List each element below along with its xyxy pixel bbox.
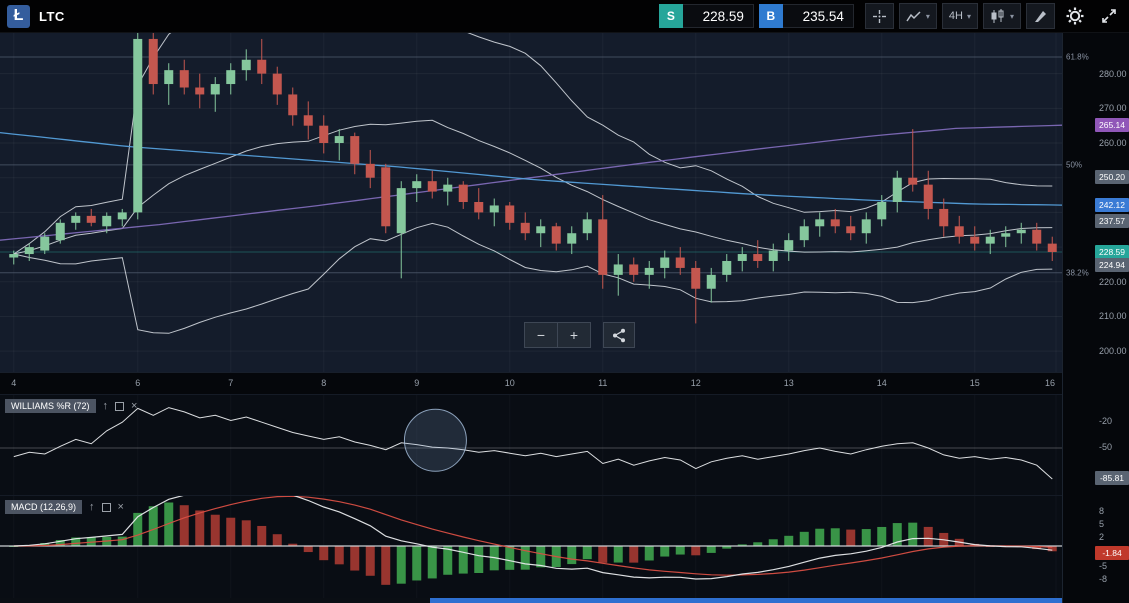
- sell-price-button[interactable]: S 228.59: [658, 4, 754, 28]
- time-tick: 9: [414, 378, 420, 388]
- time-tick: 13: [783, 378, 794, 388]
- macd-axis-tick: 5: [1099, 519, 1105, 529]
- draw-tools-button[interactable]: [1026, 3, 1055, 29]
- fullscreen-button[interactable]: [1095, 4, 1123, 28]
- chevron-down-icon: ▾: [1009, 11, 1014, 21]
- chart-style-dropdown[interactable]: ▾: [898, 3, 937, 29]
- price-tick: 280.00: [1099, 68, 1127, 79]
- maximize-icon[interactable]: [101, 502, 111, 512]
- fib-level-label: 61.8%: [1066, 52, 1089, 62]
- price-badge: 242.12: [1095, 198, 1129, 213]
- time-axis[interactable]: 4 6 7 8 9 10 11 12 13 14 15 16: [0, 372, 1062, 395]
- time-tick: 4: [11, 378, 17, 388]
- close-icon[interactable]: ×: [117, 500, 124, 513]
- time-tick: 16: [1044, 378, 1056, 388]
- price-badge: 250.20: [1095, 170, 1129, 185]
- price-axis[interactable]: 280.00 270.00 260.00 220.00 210.00 200.00 61.8…: [1062, 32, 1129, 603]
- brush-icon: [1035, 10, 1046, 22]
- zoom-controls: − +: [524, 322, 635, 348]
- macd-axis-tick: -5: [1099, 561, 1108, 571]
- time-tick: 10: [504, 378, 515, 388]
- price-tick: 200.00: [1099, 346, 1127, 357]
- chevron-down-icon: ▾: [925, 11, 930, 21]
- macd-value-badge: -1.84: [1095, 545, 1129, 560]
- time-tick: 12: [690, 378, 701, 388]
- price-badge: 228.59: [1095, 244, 1129, 259]
- macd-axis-tick: 2: [1099, 531, 1105, 542]
- main-chart-area[interactable]: [0, 32, 1062, 372]
- price-tick: 260.00: [1099, 138, 1127, 149]
- williams-title: WILLIAMS %R (72): [5, 399, 96, 413]
- williams-value-badge: -85.81: [1095, 470, 1129, 485]
- zoom-in-button[interactable]: +: [558, 322, 591, 348]
- litecoin-logo-letter: Ł: [13, 7, 24, 24]
- symbol-label: LTC: [39, 8, 65, 24]
- chevron-down-icon: ▾: [966, 11, 971, 21]
- time-tick: 8: [321, 378, 327, 388]
- buy-price-value: 235.54: [782, 4, 854, 28]
- sell-price-value: 228.59: [682, 4, 754, 28]
- ellipse-annotation[interactable]: [403, 408, 467, 472]
- price-tick: 270.00: [1099, 103, 1127, 114]
- price-tick: 210.00: [1099, 311, 1127, 322]
- line-chart-icon: [906, 10, 921, 21]
- crosshair-button[interactable]: [864, 3, 894, 29]
- top-toolbar: Ł LTC S 228.59 B 235.54 ▾ 4H: [0, 0, 1129, 33]
- share-button[interactable]: [603, 322, 635, 348]
- settings-button[interactable]: [1060, 4, 1090, 28]
- buy-tag: B: [758, 4, 783, 28]
- williams-header: WILLIAMS %R (72) ↑ ×: [5, 399, 137, 413]
- close-icon[interactable]: ×: [131, 399, 138, 412]
- time-tick: 11: [598, 378, 608, 388]
- zoom-out-button[interactable]: −: [524, 322, 558, 348]
- macd-svg[interactable]: [0, 496, 1062, 599]
- time-tick: 15: [969, 378, 980, 388]
- fib-level-label: 50%: [1066, 160, 1083, 170]
- candle-style-dropdown[interactable]: ▾: [982, 3, 1021, 29]
- timeframe-dropdown[interactable]: 4H ▾: [941, 3, 978, 29]
- plus-icon: +: [569, 327, 579, 343]
- price-badge: 265.14: [1095, 118, 1129, 133]
- price-tick: 220.00: [1099, 276, 1127, 287]
- fib-level-label: 38.2%: [1066, 268, 1089, 278]
- price-badge: 224.94: [1095, 257, 1129, 272]
- move-up-icon[interactable]: ↑: [89, 500, 95, 513]
- litecoin-logo: Ł: [7, 4, 30, 28]
- timeline-scrollbar-thumb[interactable]: [430, 598, 1129, 603]
- minus-icon: −: [536, 327, 546, 343]
- buy-price-button[interactable]: B 235.54: [758, 4, 854, 28]
- price-badge: 237.57: [1095, 213, 1129, 228]
- main-chart-svg[interactable]: [0, 32, 1062, 372]
- williams-svg[interactable]: [0, 395, 1062, 495]
- williams-axis-tick: -50: [1099, 442, 1113, 452]
- macd-panel[interactable]: [0, 495, 1062, 599]
- gear-icon: [1066, 7, 1084, 25]
- move-up-icon[interactable]: ↑: [102, 399, 109, 412]
- fullscreen-icon: [1102, 9, 1116, 23]
- macd-axis-tick: -8: [1099, 573, 1108, 584]
- time-tick: 6: [135, 378, 141, 388]
- timeline-scrollbar-track[interactable]: [0, 598, 1129, 603]
- time-tick: 7: [228, 378, 234, 388]
- time-tick: 14: [876, 378, 887, 388]
- sell-tag: S: [658, 4, 683, 28]
- macd-axis-tick: 8: [1099, 506, 1105, 517]
- macd-title: MACD (12,26,9): [5, 500, 83, 514]
- timeframe-value: 4H: [948, 10, 963, 22]
- maximize-icon[interactable]: [115, 401, 125, 411]
- macd-header: MACD (12,26,9) ↑ ×: [5, 500, 124, 514]
- crosshair-icon: [872, 9, 886, 23]
- candlestick-icon: [991, 8, 1004, 23]
- williams-panel[interactable]: [0, 394, 1062, 495]
- williams-axis-tick: -20: [1099, 416, 1113, 427]
- toolbar-right-group: S 228.59 B 235.54 ▾ 4H ▾: [658, 3, 1129, 29]
- share-icon: [613, 328, 625, 342]
